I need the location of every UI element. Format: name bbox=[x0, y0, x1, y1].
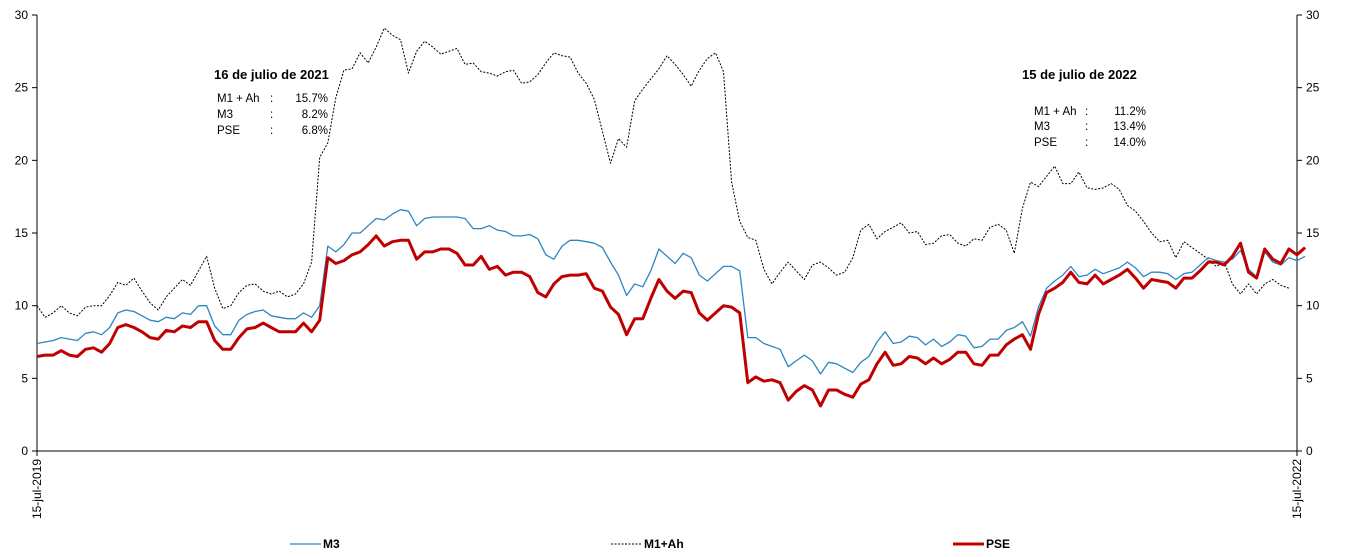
annotation-value: 14.0% bbox=[1113, 137, 1146, 149]
annotation-value: 11.2% bbox=[1114, 106, 1146, 118]
annotation-title: 16 de julio de 2021 bbox=[214, 67, 329, 82]
y-tick-label: 25 bbox=[15, 81, 29, 95]
series-layer bbox=[36, 27, 1307, 408]
y-tick-label: 10 bbox=[15, 299, 29, 313]
annotation-separator: : bbox=[270, 109, 273, 121]
series-line-pse bbox=[36, 234, 1307, 408]
annotation-title: 15 de julio de 2022 bbox=[1022, 67, 1137, 82]
annotation-separator: : bbox=[1085, 106, 1088, 118]
annotation-jul-2022: 15 de julio de 2022 M1 + Ah : 11.2% M3 :… bbox=[1022, 67, 1146, 149]
annotation-separator: : bbox=[1085, 137, 1088, 149]
annotation-label: M3 bbox=[1034, 121, 1050, 133]
y-tick-label-right: 10 bbox=[1306, 299, 1320, 313]
x-ticks: 15-jul-2019 15-jul-2022 bbox=[30, 451, 1304, 519]
annotation-value: 8.2% bbox=[302, 109, 328, 121]
y-tick-label-right: 15 bbox=[1306, 226, 1320, 240]
y-tick-label: 15 bbox=[15, 226, 29, 240]
legend-label: PSE bbox=[986, 537, 1010, 551]
annotation-label: PSE bbox=[217, 125, 240, 137]
right-y-ticks: 0 5 10 15 20 25 30 bbox=[1297, 8, 1320, 458]
y-tick-label: 30 bbox=[15, 8, 29, 22]
y-tick-label-right: 5 bbox=[1306, 371, 1313, 385]
y-tick-label-right: 0 bbox=[1306, 444, 1313, 458]
annotation-value: 13.4% bbox=[1113, 121, 1146, 133]
annotation-value: 6.8% bbox=[302, 125, 328, 137]
annotation-label: M1 + Ah bbox=[217, 93, 260, 105]
annotation-separator: : bbox=[1085, 121, 1088, 133]
y-tick-label: 20 bbox=[15, 153, 29, 167]
x-tick-label: 15-jul-2022 bbox=[1290, 459, 1304, 519]
annotation-value: 15.7% bbox=[295, 93, 328, 105]
y-tick-label-right: 25 bbox=[1306, 81, 1320, 95]
annotation-label: M1 + Ah bbox=[1034, 106, 1077, 118]
x-tick-label: 15-jul-2019 bbox=[30, 459, 44, 519]
legend-label: M3 bbox=[323, 537, 340, 551]
series-line-m3 bbox=[36, 209, 1306, 375]
series-line-m1-ah bbox=[36, 27, 1290, 318]
annotation-label: PSE bbox=[1034, 137, 1057, 149]
legend: M3 M1+Ah PSE bbox=[290, 537, 1010, 551]
left-y-ticks: 0 5 10 15 20 25 30 bbox=[15, 8, 37, 458]
annotation-separator: : bbox=[270, 125, 273, 137]
y-tick-label-right: 30 bbox=[1306, 8, 1320, 22]
y-tick-label: 0 bbox=[21, 444, 28, 458]
annotation-separator: : bbox=[270, 93, 273, 105]
y-tick-label: 5 bbox=[21, 371, 28, 385]
y-tick-label-right: 20 bbox=[1306, 153, 1320, 167]
legend-label: M1+Ah bbox=[644, 537, 684, 551]
annotation-label: M3 bbox=[217, 109, 233, 121]
annotation-jul-2021: 16 de julio de 2021 M1 + Ah : 15.7% M3 :… bbox=[214, 67, 329, 137]
